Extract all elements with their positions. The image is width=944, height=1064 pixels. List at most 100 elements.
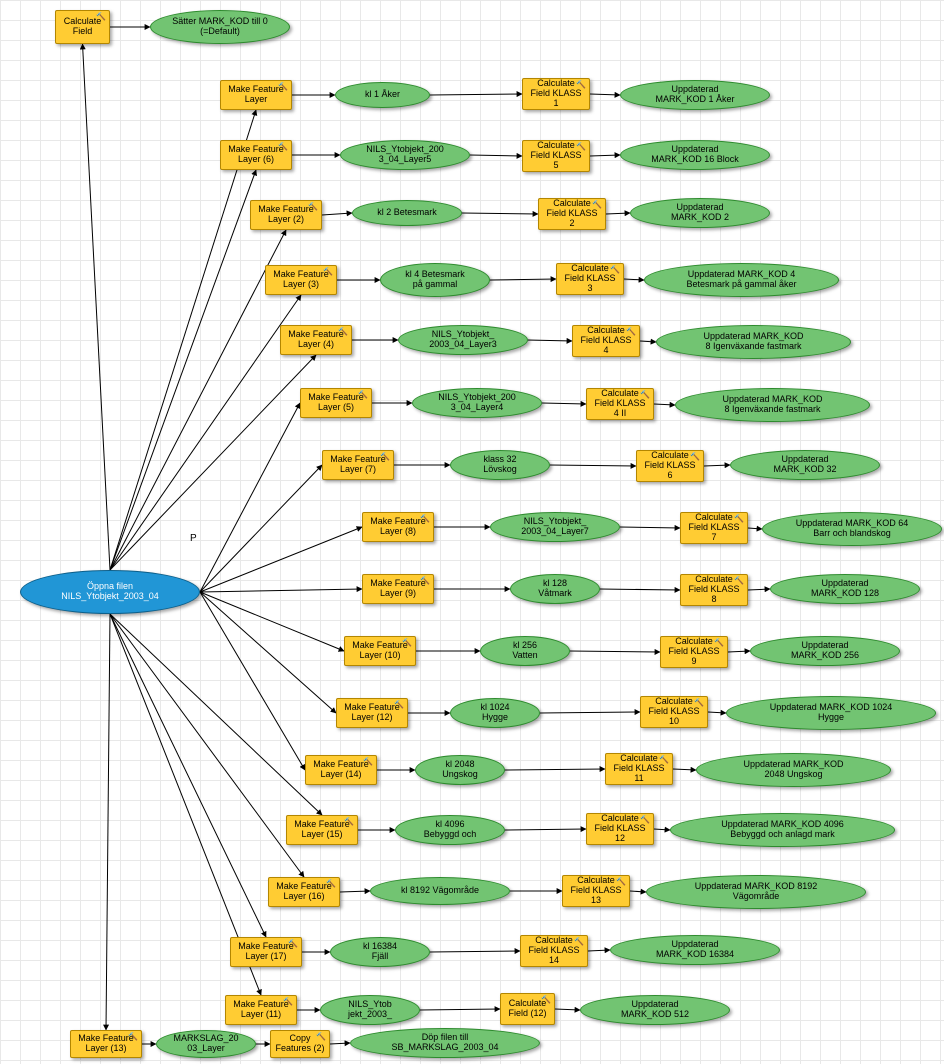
node-cf12b[interactable]: Calculate Field (12)🔨: [500, 993, 555, 1025]
node-cf1[interactable]: Calculate Field KLASS 1🔨: [522, 78, 590, 110]
node-source[interactable]: Öppna filen NILS_Ytobjekt_2003_04: [20, 570, 200, 614]
edge: [505, 829, 586, 830]
node-mfl2[interactable]: Make Feature Layer (2)🔨: [250, 200, 322, 230]
node-u8b[interactable]: Uppdaterad MARK_KOD 8 Igenväxande fastma…: [675, 388, 870, 422]
tool-icon: 🔨: [576, 143, 586, 151]
node-e_4096[interactable]: kl 4096 Bebyggd och: [395, 815, 505, 845]
tool-icon: 🔨: [714, 639, 724, 647]
node-u256[interactable]: Uppdaterad MARK_KOD 256: [750, 636, 900, 666]
node-label: Calculate Field KLASS 8: [688, 575, 739, 605]
node-mfl10[interactable]: Make Feature Layer (10)🔨: [344, 636, 416, 666]
node-label: Öppna filen NILS_Ytobjekt_2003_04: [61, 582, 159, 602]
node-e_yt2003[interactable]: NILS_Ytob jekt_2003_: [320, 995, 420, 1025]
node-label: Make Feature Layer (4): [288, 330, 344, 350]
edge: [470, 155, 522, 156]
node-mfl16[interactable]: Make Feature Layer (16)🔨: [268, 877, 340, 907]
node-u16[interactable]: Uppdaterad MARK_KOD 16 Block: [620, 140, 770, 170]
node-mfl6[interactable]: Make Feature Layer (6)🔨: [220, 140, 292, 170]
node-cf4[interactable]: Calculate Field KLASS 4🔨: [572, 325, 640, 357]
node-e_layer5[interactable]: NILS_Ytobjekt_200 3_04_Layer5: [340, 140, 470, 170]
node-e_layer4[interactable]: NILS_Ytobjekt_200 3_04_Layer4: [412, 388, 542, 418]
node-label: Calculate Field KLASS 7: [688, 513, 739, 543]
node-u16384[interactable]: Uppdaterad MARK_KOD 16384: [610, 935, 780, 965]
node-mfl7[interactable]: Make Feature Layer (7)🔨: [322, 450, 394, 480]
edge: [606, 213, 630, 214]
edge: [110, 614, 322, 815]
node-u64[interactable]: Uppdaterad MARK_KOD 64 Barr och blandsko…: [762, 512, 942, 546]
node-e_betes4[interactable]: kl 4 Betesmark på gammal: [380, 263, 490, 297]
node-label: Make Feature Layer (10): [352, 641, 408, 661]
node-calc_field_top[interactable]: Calculate Field🔨: [55, 10, 110, 44]
edge: [430, 951, 520, 952]
node-mfl13[interactable]: Make Feature Layer (13)🔨: [70, 1030, 142, 1058]
node-e_klass32[interactable]: klass 32 Lövskog: [450, 450, 550, 480]
edge: [528, 340, 572, 341]
node-e_aker[interactable]: kl 1 Åker: [335, 82, 430, 108]
node-u32[interactable]: Uppdaterad MARK_KOD 32: [730, 450, 880, 480]
node-copyf[interactable]: Copy Features (2)🔨: [270, 1030, 330, 1058]
node-label: Döp filen till SB_MARKSLAG_2003_04: [391, 1033, 498, 1053]
node-cf14[interactable]: Calculate Field KLASS 14🔨: [520, 935, 588, 967]
node-u2048[interactable]: Uppdaterad MARK_KOD 2048 Ungskog: [696, 753, 891, 787]
node-cf10[interactable]: Calculate Field KLASS 10🔨: [640, 696, 708, 728]
node-cf7[interactable]: Calculate Field KLASS 7🔨: [680, 512, 748, 544]
edge: [322, 213, 352, 215]
node-u1[interactable]: Uppdaterad MARK_KOD 1 Åker: [620, 80, 770, 110]
node-mfl3[interactable]: Make Feature Layer (3)🔨: [265, 265, 337, 295]
tool-icon: 🔨: [402, 639, 412, 647]
edge: [728, 651, 750, 652]
node-u512[interactable]: Uppdaterad MARK_KOD 512: [580, 995, 730, 1025]
node-e_1024[interactable]: kl 1024 Hygge: [450, 698, 540, 728]
node-dop[interactable]: Döp filen till SB_MARKSLAG_2003_04: [350, 1028, 540, 1058]
node-e_betes[interactable]: kl 2 Betesmark: [352, 200, 462, 226]
node-cf5[interactable]: Calculate Field KLASS 5🔨: [522, 140, 590, 172]
tool-icon: 🔨: [659, 756, 669, 764]
node-u1024[interactable]: Uppdaterad MARK_KOD 1024 Hygge: [726, 696, 936, 730]
node-u4[interactable]: Uppdaterad MARK_KOD 4 Betesmark på gamma…: [644, 263, 839, 297]
node-cf11[interactable]: Calculate Field KLASS 11🔨: [605, 753, 673, 785]
node-u128[interactable]: Uppdaterad MARK_KOD 128: [770, 574, 920, 604]
node-label: Make Feature Layer (11): [233, 1000, 289, 1020]
model-canvas[interactable]: P Calculate Field🔨Sätter MARK_KOD till 0…: [0, 0, 944, 1064]
node-cf2[interactable]: Calculate Field KLASS 2🔨: [538, 198, 606, 230]
node-setter_default[interactable]: Sätter MARK_KOD till 0 (=Default): [150, 10, 290, 44]
node-cf13[interactable]: Calculate Field KLASS 13🔨: [562, 875, 630, 907]
node-cf4b[interactable]: Calculate Field KLASS 4 II🔨: [586, 388, 654, 420]
node-mfl5[interactable]: Make Feature Layer (5)🔨: [300, 388, 372, 418]
node-e_2048[interactable]: kl 2048 Ungskog: [415, 755, 505, 785]
node-cf6[interactable]: Calculate Field KLASS 6🔨: [636, 450, 704, 482]
node-mfl15[interactable]: Make Feature Layer (15)🔨: [286, 815, 358, 845]
node-mfl[interactable]: Make Feature Layer🔨: [220, 80, 292, 110]
node-e_mlayer[interactable]: MARKSLAG_20 03_Layer: [156, 1030, 256, 1058]
node-cf12[interactable]: Calculate Field KLASS 12🔨: [586, 813, 654, 845]
node-u4096[interactable]: Uppdaterad MARK_KOD 4096 Bebyggd och anl…: [670, 813, 895, 847]
node-mfl12[interactable]: Make Feature Layer (12)🔨: [336, 698, 408, 728]
node-e_128[interactable]: kl 128 Våtmark: [510, 574, 600, 604]
node-mfl4[interactable]: Make Feature Layer (4)🔨: [280, 325, 352, 355]
edge: [590, 94, 620, 95]
tool-icon: 🔨: [420, 577, 430, 585]
node-mfl17[interactable]: Make Feature Layer (17)🔨: [230, 937, 302, 967]
node-label: Calculate Field KLASS 6: [644, 451, 695, 481]
node-u8[interactable]: Uppdaterad MARK_KOD 8 Igenväxande fastma…: [656, 325, 851, 359]
node-mfl9[interactable]: Make Feature Layer (9)🔨: [362, 574, 434, 604]
node-cf8[interactable]: Calculate Field KLASS 8🔨: [680, 574, 748, 606]
node-mfl8[interactable]: Make Feature Layer (8)🔨: [362, 512, 434, 542]
node-mfl11[interactable]: Make Feature Layer (11)🔨: [225, 995, 297, 1025]
node-label: NILS_Ytobjekt_ 2003_04_Layer7: [521, 517, 589, 537]
node-cf3[interactable]: Calculate Field KLASS 3🔨: [556, 263, 624, 295]
node-label: kl 2 Betesmark: [377, 208, 437, 218]
edge: [200, 527, 362, 592]
node-e_256[interactable]: kl 256 Vatten: [480, 636, 570, 666]
node-e_8192[interactable]: kl 8192 Vägområde: [370, 877, 510, 905]
node-u2[interactable]: Uppdaterad MARK_KOD 2: [630, 198, 770, 228]
edge: [673, 769, 696, 770]
edge: [200, 589, 362, 592]
node-cf9[interactable]: Calculate Field KLASS 9🔨: [660, 636, 728, 668]
node-mfl14[interactable]: Make Feature Layer (14)🔨: [305, 755, 377, 785]
node-e_layer3[interactable]: NILS_Ytobjekt_ 2003_04_Layer3: [398, 325, 528, 355]
node-e_16384[interactable]: kl 16384 Fjäll: [330, 937, 430, 967]
node-e_layer7[interactable]: NILS_Ytobjekt_ 2003_04_Layer7: [490, 512, 620, 542]
node-label: Make Feature Layer (14): [313, 760, 369, 780]
node-u8192[interactable]: Uppdaterad MARK_KOD 8192 Vägområde: [646, 875, 866, 909]
